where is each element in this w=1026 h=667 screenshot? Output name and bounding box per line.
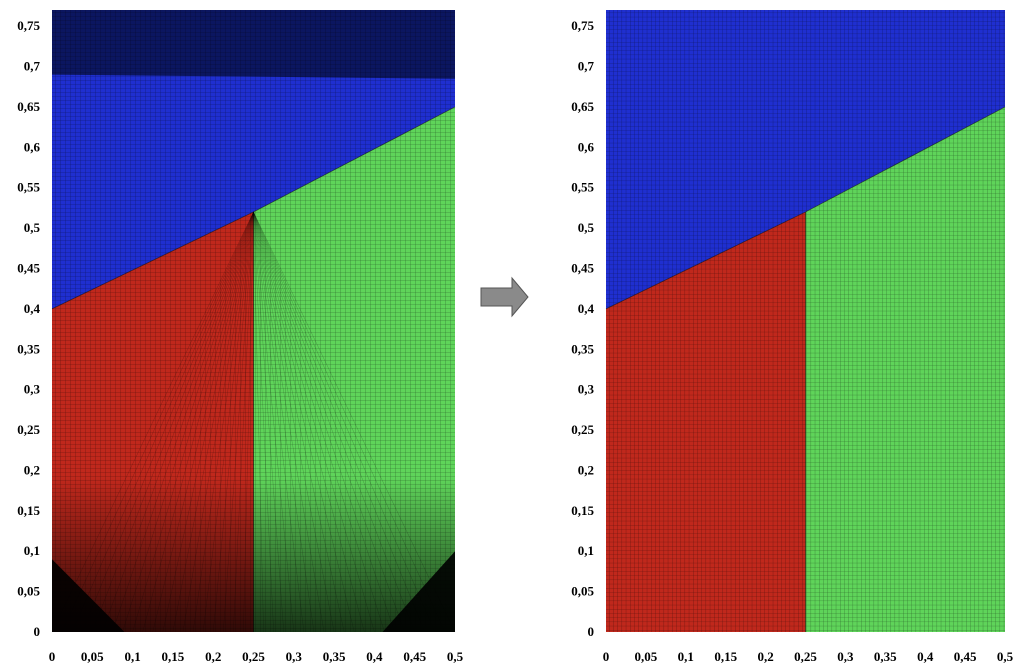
left-x-tick-label: 0,2 [205, 649, 221, 664]
left-y-tick-label: 0,2 [24, 462, 40, 477]
right-y-tick-label: 0,15 [571, 503, 594, 518]
left-mesh-panel: 0 0,05 0,1 0,15 0,2 0,25 0,3 0,35 0,4 0,45 0,5 0,55… [17, 10, 464, 664]
left-x-tick-label: 0,05 [81, 649, 104, 664]
right-arrow-icon [480, 276, 529, 318]
right-y-tick-label: 0,35 [571, 341, 594, 356]
left-x-tick-label: 0,15 [162, 649, 185, 664]
right-y-tick-label: 0,25 [571, 422, 594, 437]
left-y-tick-label: 0,65 [17, 99, 40, 114]
right-y-tick-label: 0,4 [578, 301, 595, 316]
right-y-tick-label: 0,3 [578, 382, 595, 397]
right-y-tick-label: 0 [588, 624, 595, 639]
left-x-tick-label: 0,25 [242, 649, 265, 664]
left-y-tick-label: 0,35 [17, 341, 40, 356]
right-y-tick-label: 0,7 [578, 59, 595, 74]
left-y-tick-label: 0,4 [24, 301, 41, 316]
left-x-tick-label: 0,3 [286, 649, 303, 664]
left-y-tick-label: 0,3 [24, 382, 41, 397]
right-x-tick-label: 0,1 [678, 649, 694, 664]
left-x-tick-label: 0,4 [366, 649, 383, 664]
left-x-tick-label: 0,45 [403, 649, 426, 664]
right-x-tick-label: 0,3 [837, 649, 854, 664]
right-x-tick-label: 0,05 [635, 649, 658, 664]
left-y-tick-label: 0,1 [24, 543, 40, 558]
right-y-tick-label: 0,6 [578, 139, 595, 154]
right-y-tick-label: 0,55 [571, 180, 594, 195]
right-y-tick-label: 0,2 [578, 462, 594, 477]
right-x-tick-label: 0 [603, 649, 610, 664]
left-y-tick-label: 0,55 [17, 180, 40, 195]
left-y-tick-label: 0,5 [24, 220, 41, 235]
right-y-tick-label: 0,5 [578, 220, 595, 235]
right-x-tick-label: 0,5 [997, 649, 1014, 664]
right-x-tick-label: 0,4 [917, 649, 934, 664]
right-x-tick-label: 0,2 [757, 649, 773, 664]
left-y-tick-label: 0,25 [17, 422, 40, 437]
left-y-tick-label: 0,45 [17, 260, 40, 275]
left-y-tick-label: 0 [34, 624, 41, 639]
right-y-tick-label: 0,75 [571, 18, 594, 33]
right-y-tick-label: 0,65 [571, 99, 594, 114]
left-y-tick-label: 0,6 [24, 139, 41, 154]
left-y-tick-label: 0,05 [17, 584, 40, 599]
left-y-tick-label: 0,15 [17, 503, 40, 518]
right-x-tick-label: 0,15 [714, 649, 737, 664]
right-y-tick-label: 0,45 [571, 260, 594, 275]
left-x-tick-label: 0 [49, 649, 56, 664]
left-x-tick-label: 0,5 [447, 649, 464, 664]
right-x-tick-label: 0,35 [874, 649, 897, 664]
right-x-tick-label: 0,45 [954, 649, 977, 664]
left-x-tick-label: 0,35 [323, 649, 346, 664]
left-y-tick-label: 0,7 [24, 59, 41, 74]
right-y-tick-label: 0,05 [571, 584, 594, 599]
left-y-tick-label: 0,75 [17, 18, 40, 33]
right-y-tick-label: 0,1 [578, 543, 594, 558]
left-x-tick-label: 0,1 [124, 649, 140, 664]
right-x-tick-label: 0,25 [794, 649, 817, 664]
right-mesh-panel: 0 0,05 0,1 0,15 0,2 0,25 0,3 0,35 0,4 0,45 0,5 0,55… [571, 10, 1014, 664]
